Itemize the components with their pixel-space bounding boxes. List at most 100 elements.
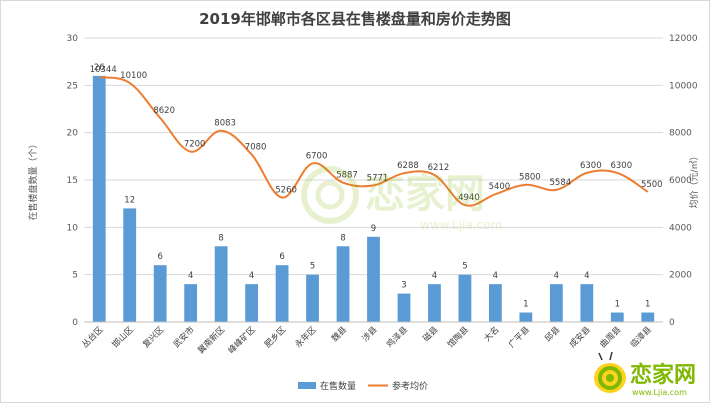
bar	[397, 293, 411, 322]
line-value-label: 10344	[90, 65, 117, 75]
category-label: 峰峰矿区	[226, 324, 258, 356]
bar-series	[92, 75, 655, 322]
watermark-logo: 恋家网 www.Ljia.com	[301, 166, 502, 232]
category-label: 复兴区	[140, 324, 166, 350]
bar	[275, 265, 289, 322]
bar	[214, 246, 228, 322]
bar	[458, 274, 472, 322]
legend: 在售数量 参考均价	[298, 380, 428, 392]
category-label: 冀南新区	[195, 324, 227, 356]
line-value-label: 5500	[641, 180, 663, 190]
legend-label-line: 参考均价	[392, 380, 428, 392]
category-label: 肥乡区	[263, 325, 288, 350]
line-value-label: 6288	[397, 161, 419, 171]
left-tick-label: 15	[67, 176, 78, 186]
bar-value-label: 4	[554, 271, 559, 281]
category-label: 成安县	[567, 324, 593, 350]
category-label: 曲周县	[598, 324, 624, 350]
line-value-label: 5584	[550, 178, 572, 188]
category-label: 邱县	[543, 325, 562, 344]
bar	[367, 236, 380, 322]
line-series	[99, 76, 649, 207]
left-tick-label: 30	[67, 34, 79, 44]
bar-value-label: 26	[94, 63, 105, 73]
bar	[92, 75, 106, 322]
bar	[245, 284, 259, 322]
logo-url: www.Ljia.com	[632, 388, 687, 397]
line-value-label: 6300	[580, 161, 602, 171]
left-tick-label: 25	[67, 81, 78, 91]
chart-title: 2019年邯郸市各区县在售楼盘量和房价走势图	[199, 10, 511, 28]
bar-value-label: 4	[188, 271, 193, 281]
category-label: 永年区	[293, 324, 319, 350]
line-value-label: 7080	[245, 142, 267, 152]
line-value-label: 7200	[184, 140, 206, 150]
bar	[580, 284, 594, 322]
bar	[488, 284, 502, 322]
line-value-label: 5800	[519, 173, 541, 183]
bar	[184, 284, 198, 322]
right-axis-title: 均价（元/㎡）	[688, 151, 700, 208]
line-value-label: 4940	[458, 193, 480, 203]
brand-logo: 恋家网 www.Ljia.com	[594, 351, 696, 397]
bar	[153, 265, 167, 322]
category-label: 临漳县	[628, 324, 654, 350]
left-tick-label: 5	[72, 271, 78, 281]
logo-brand: 恋家网	[630, 362, 696, 388]
line-value-label: 5260	[275, 186, 297, 196]
watermark-brand: 恋家网	[365, 171, 485, 217]
right-tick-label: 10000	[669, 81, 698, 91]
bar	[519, 312, 533, 322]
right-tick-label: 2000	[669, 271, 692, 281]
legend-swatch-bars	[298, 382, 316, 389]
bar-value-label: 1	[615, 300, 620, 310]
line-value-label: 6212	[428, 163, 450, 173]
category-label: 广平县	[506, 324, 532, 350]
bar	[336, 246, 350, 322]
line-value-label: 10100	[120, 71, 147, 81]
price-line	[99, 76, 649, 207]
bar	[549, 284, 563, 322]
category-label: 邯山区	[110, 324, 136, 350]
category-label: 丛台区	[80, 324, 106, 350]
bar-value-label: 4	[249, 271, 254, 281]
category-label: 磁县	[421, 324, 441, 344]
bar-value-label: 9	[371, 224, 376, 234]
line-value-label: 5887	[336, 171, 358, 181]
line-value-label: 5400	[489, 182, 511, 192]
left-tick-label: 20	[67, 129, 79, 139]
category-label: 馆陶县	[445, 324, 471, 350]
bar-value-label: 12	[124, 195, 135, 205]
bar-value-label: 4	[432, 271, 437, 281]
line-value-label: 8083	[214, 119, 236, 129]
line-value-label: 5771	[367, 173, 389, 183]
category-label: 涉县	[360, 324, 380, 344]
bar-value-label: 5	[462, 262, 467, 272]
right-tick-label: 0	[669, 318, 675, 328]
bar	[306, 274, 319, 322]
bar-value-label: 4	[584, 271, 589, 281]
line-value-label: 8620	[153, 106, 175, 116]
right-tick-label: 4000	[669, 223, 692, 233]
bar-value-label: 6	[279, 252, 284, 262]
right-tick-label: 12000	[669, 34, 698, 44]
category-label: 魏县	[329, 324, 349, 344]
legend-label-bars: 在售数量	[320, 380, 356, 392]
line-value-label: 6300	[610, 161, 632, 171]
bar-value-label: 3	[401, 281, 406, 291]
category-label: 大名	[482, 324, 502, 344]
category-label: 鸡泽县	[384, 324, 410, 350]
left-axis-title: 在售楼盘数量（个）	[27, 139, 39, 220]
bar-value-label: 1	[523, 300, 528, 310]
bar	[428, 284, 441, 322]
line-value-label: 6700	[306, 151, 328, 161]
watermark-url: www.Ljia.com	[420, 218, 502, 232]
bar-value-label: 4	[493, 271, 498, 281]
left-tick-label: 0	[72, 318, 78, 328]
bar-value-label: 8	[218, 233, 223, 243]
bar-value-label: 6	[157, 252, 162, 262]
bar	[641, 312, 655, 322]
